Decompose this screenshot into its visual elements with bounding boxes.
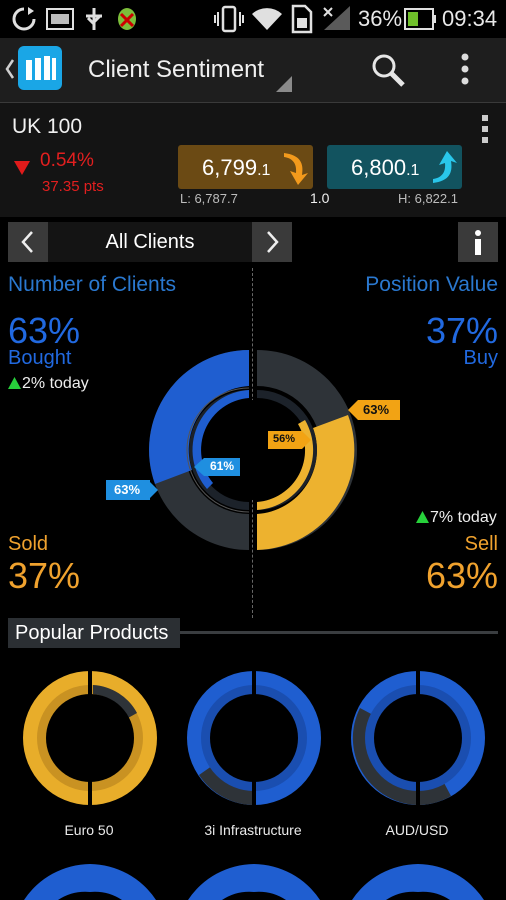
popular-products-title: Popular Products: [15, 622, 169, 644]
high-price: H: 6,822.1: [398, 191, 458, 206]
clock: 09:34: [442, 6, 498, 31]
buy-percent: 37%: [425, 310, 498, 351]
sell-today: 7% today: [430, 509, 497, 526]
sell-price-main: 6,799: [202, 155, 258, 180]
action-bar: Client Sentiment: [0, 38, 506, 103]
change-points: 37.35 pts: [42, 178, 104, 195]
bought-today: 2% today: [22, 375, 89, 392]
popular-product-chart[interactable]: [22, 862, 158, 900]
value-sell-segment: [257, 415, 355, 550]
sell-percent: 63%: [425, 555, 498, 596]
inner-sell-tag: 56%: [268, 431, 302, 449]
buy-label: Buy: [463, 347, 498, 369]
battery-percent: 36%: [358, 6, 403, 31]
buy-price-button[interactable]: 6,800.1: [327, 145, 462, 189]
sold-label: Sold: [8, 533, 49, 555]
instrument-menu-icon[interactable]: [480, 113, 490, 145]
bought-label: Bought: [8, 347, 72, 369]
signal-icon: [323, 6, 350, 30]
vibrate-icon: [214, 5, 244, 33]
popular-product-label[interactable]: 3i Infrastructure: [204, 822, 302, 838]
up-arrow-icon: [416, 511, 429, 523]
popular-product-chart[interactable]: [186, 862, 322, 900]
instrument-header: UK 100 0.54% 37.35 pts 6,799.1 6,800.1 L…: [0, 103, 506, 217]
usb-icon: [86, 8, 102, 30]
bought-percent: 63%: [8, 310, 81, 351]
next-button[interactable]: [252, 222, 292, 262]
sell-label: Sell: [464, 533, 498, 555]
dropdown-corner-icon[interactable]: [276, 76, 292, 92]
sell-price-button[interactable]: 6,799.1: [178, 145, 313, 189]
sell-arrow-icon: [284, 153, 308, 185]
popular-product-label[interactable]: Euro 50: [64, 822, 114, 838]
overflow-menu-icon[interactable]: [458, 52, 472, 86]
buy-price-fraction: .1: [406, 162, 420, 179]
search-icon[interactable]: [370, 52, 406, 88]
battery-icon: [404, 8, 436, 30]
inner-bought-tag: 61%: [204, 458, 240, 476]
client-filter-label[interactable]: All Clients: [48, 222, 252, 262]
up-arrow-icon: [8, 377, 21, 389]
wifi-icon: [252, 8, 282, 30]
chevron-left-icon: [21, 231, 33, 253]
position-value-title: Position Value: [365, 273, 498, 296]
buy-price-main: 6,800: [351, 155, 407, 180]
outer-sell-tag: 63%: [358, 400, 400, 420]
popular-product-euro50-chart[interactable]: [22, 670, 158, 806]
change-percent: 0.54%: [40, 150, 94, 171]
low-price: L: 6,787.7: [180, 191, 238, 206]
clients-bought-segment: [149, 350, 249, 484]
info-icon: [475, 230, 481, 255]
status-bar: 36% 09:34: [0, 0, 506, 38]
chevron-left-icon[interactable]: [4, 58, 16, 80]
sentiment-donut-chart: [149, 350, 357, 550]
gallery-icon: [46, 8, 74, 30]
popular-product-3i-chart[interactable]: [186, 670, 322, 806]
number-of-clients-title: Number of Clients: [8, 273, 177, 296]
screen-title[interactable]: Client Sentiment: [88, 56, 265, 83]
popular-product-audusd-chart[interactable]: [350, 670, 486, 806]
section-rule: [180, 631, 498, 634]
android-debug-icon: [118, 8, 136, 30]
sync-icon: [12, 7, 36, 31]
popular-product-chart[interactable]: [350, 862, 486, 900]
spread: 1.0: [310, 190, 330, 206]
instrument-name: UK 100: [12, 115, 83, 138]
sold-percent: 37%: [8, 555, 81, 596]
client-filter-selector: All Clients: [8, 222, 498, 262]
sell-price-fraction: .1: [257, 162, 271, 179]
app-logo-icon[interactable]: [18, 46, 62, 90]
down-arrow-icon: [14, 161, 30, 175]
popular-product-label[interactable]: AUD/USD: [385, 822, 449, 838]
info-button[interactable]: [458, 222, 498, 262]
sim-card-icon: [291, 4, 313, 34]
buy-arrow-icon: [433, 151, 457, 183]
popular-products-header: Popular Products: [8, 618, 180, 648]
chevron-right-icon: [267, 231, 279, 253]
previous-button[interactable]: [8, 222, 48, 262]
outer-bought-tag: 63%: [106, 480, 150, 500]
